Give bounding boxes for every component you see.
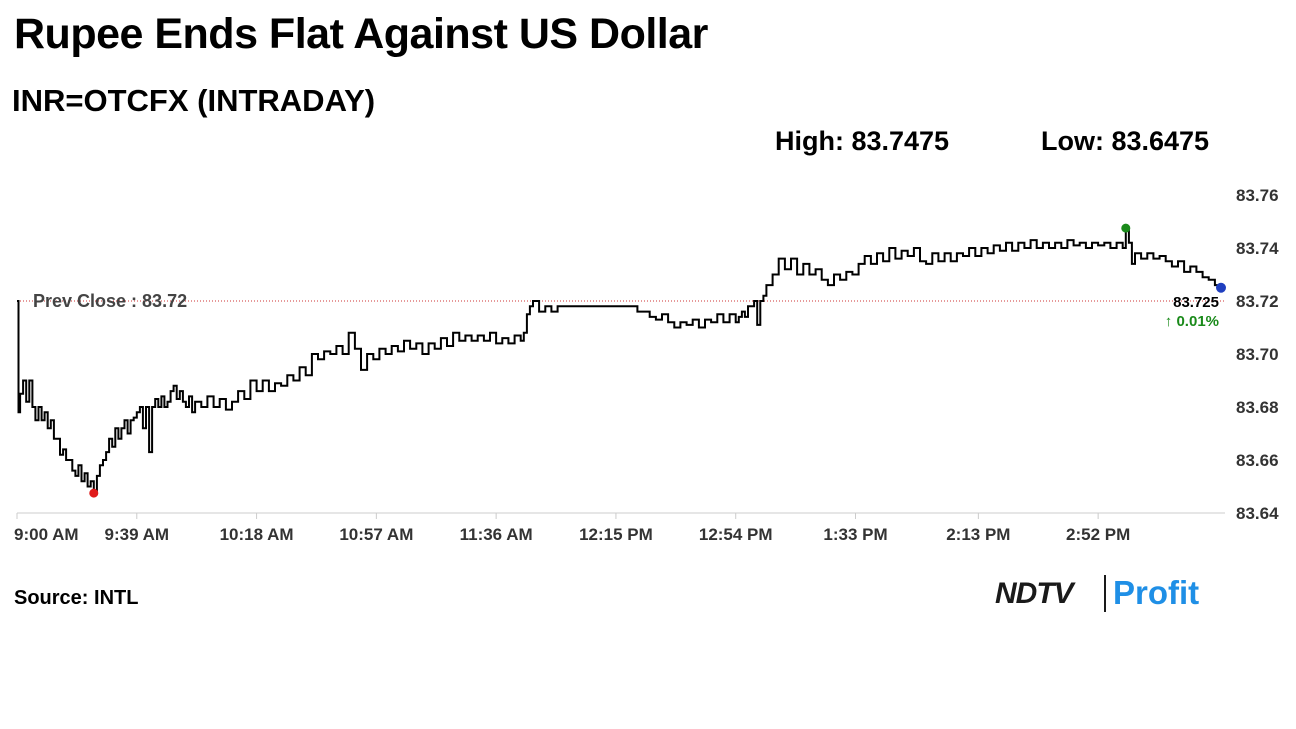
logo-divider xyxy=(1104,575,1106,612)
x-tick-label: 9:39 AM xyxy=(105,525,170,544)
source-note: Source: INTL xyxy=(14,587,139,609)
last-marker xyxy=(1216,282,1226,293)
prev-close-label: Prev Close : 83.72 xyxy=(33,291,187,311)
x-tick-label: 9:00 AM xyxy=(14,525,79,544)
logo-ndtv-text: NDTV xyxy=(995,577,1074,610)
x-tick-label: 2:13 PM xyxy=(946,525,1010,544)
y-tick-label: 83.74 xyxy=(1236,239,1279,258)
y-tick-label: 83.66 xyxy=(1236,451,1279,470)
last-value-label: 83.725 xyxy=(1173,294,1219,311)
y-tick-label: 83.64 xyxy=(1236,504,1279,523)
last-change-label: ↑ 0.01% xyxy=(1165,313,1219,330)
y-tick-label: 83.72 xyxy=(1236,292,1279,311)
x-tick-label: 12:15 PM xyxy=(579,525,653,544)
y-tick-label: 83.68 xyxy=(1236,398,1279,417)
page-title: Rupee Ends Flat Against US Dollar xyxy=(14,10,708,58)
instrument-subtitle: INR=OTCFX (INTRADAY) xyxy=(12,83,376,118)
day-low-label: Low: 83.6475 xyxy=(1041,126,1210,156)
x-tick-label: 11:36 AM xyxy=(460,525,533,544)
x-tick-label: 10:18 AM xyxy=(220,525,294,544)
x-axis: 9:00 AM 9:39 AM 10:18 AM 10:57 AM 11:36 AM 12… xyxy=(14,513,1130,544)
y-tick-label: 83.76 xyxy=(1236,186,1279,205)
series-line-inr xyxy=(17,227,1222,495)
high-marker xyxy=(1121,223,1131,233)
y-axis: 83.76 83.74 83.72 83.70 83.68 83.66 83.64 xyxy=(1236,186,1279,523)
x-tick-label: 1:33 PM xyxy=(823,525,887,544)
x-tick-label: 2:52 PM xyxy=(1066,525,1130,544)
logo-profit-text: Profit xyxy=(1113,574,1200,611)
low-marker xyxy=(89,488,99,498)
x-tick-label: 12:54 PM xyxy=(699,525,773,544)
y-tick-label: 83.70 xyxy=(1236,345,1279,364)
x-tick-label: 10:57 AM xyxy=(339,525,413,544)
day-high-label: High: 83.7475 xyxy=(775,126,950,156)
